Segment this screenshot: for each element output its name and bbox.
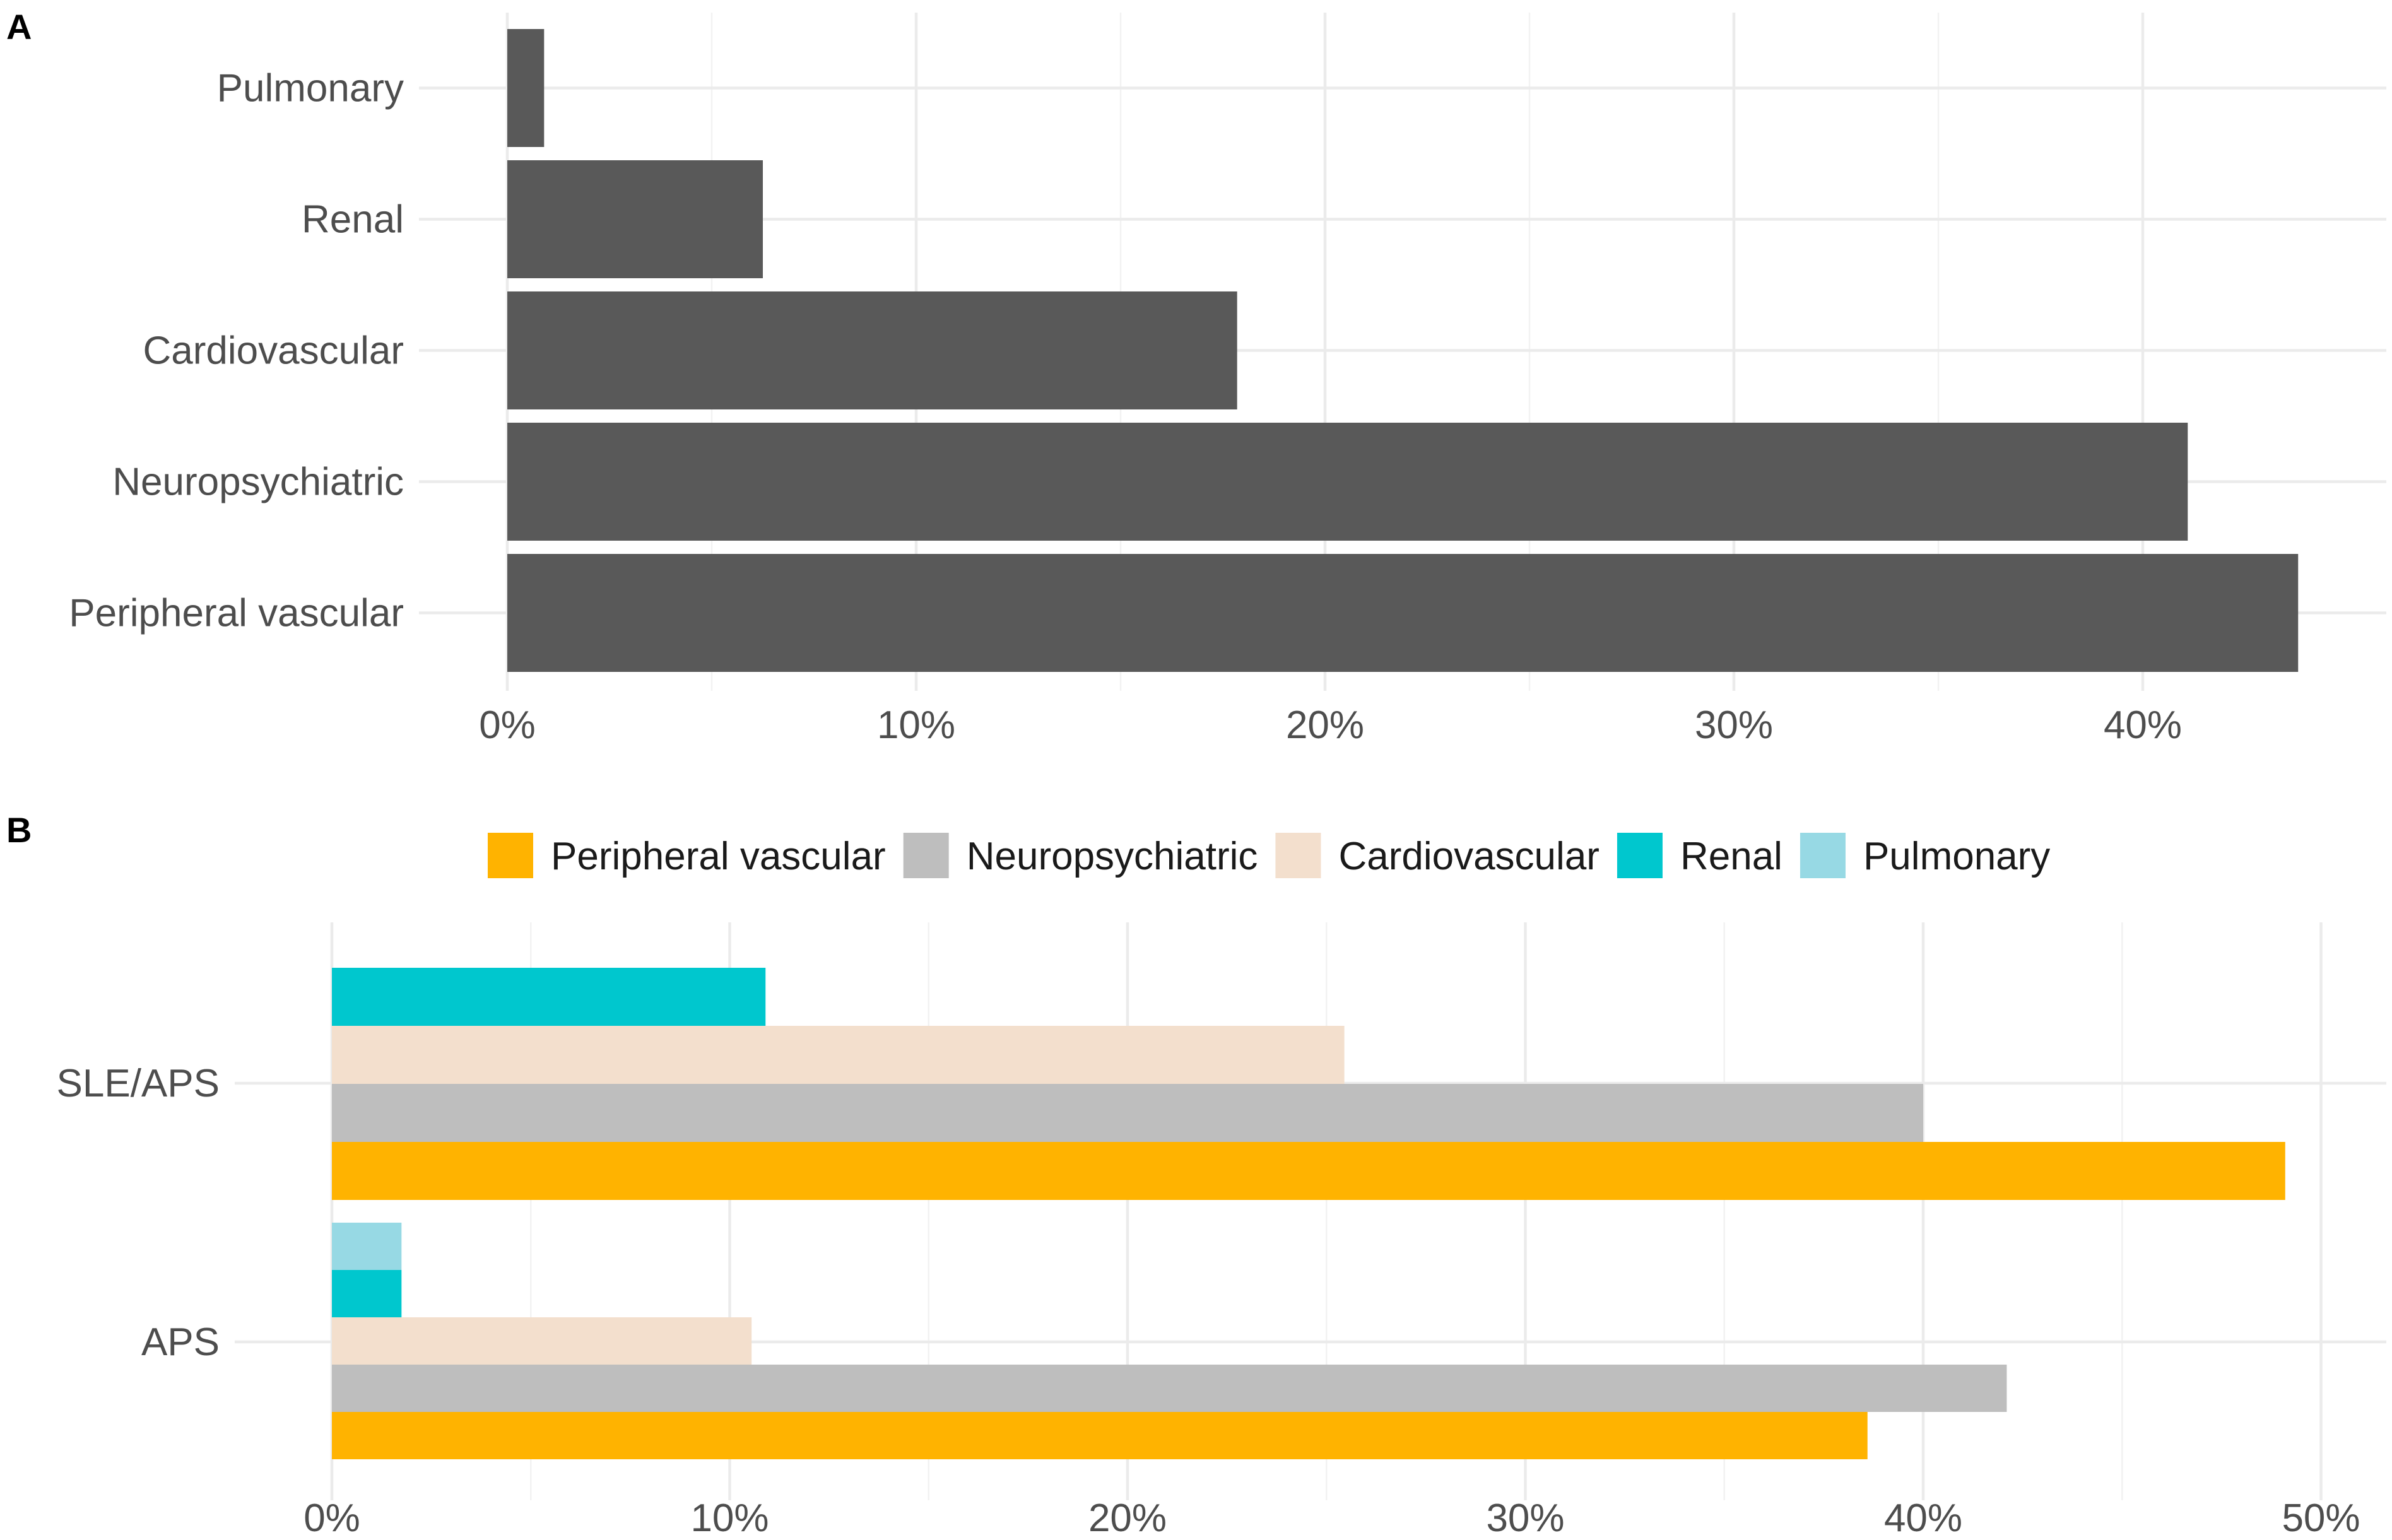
x-tick-label: 20%	[1088, 1496, 1167, 1540]
category-label-renal: Renal	[302, 198, 404, 242]
legend-swatch-pulmonary	[1800, 833, 1846, 878]
bar-sle-aps-neuropsychiatric	[332, 1084, 1923, 1142]
bar-pulmonary	[507, 29, 545, 147]
legend-swatch-renal	[1617, 833, 1663, 878]
panel-b-bars	[332, 968, 2285, 1459]
category-label-pulmonary: Pulmonary	[217, 67, 404, 110]
bar-aps-pulmonary	[332, 1223, 402, 1270]
panel-a-letter: A	[6, 7, 32, 47]
category-label-peripheral-vascular: Peripheral vascular	[69, 592, 404, 635]
panel-b-letter: B	[6, 810, 32, 850]
bar-neuropsychiatric	[507, 423, 2188, 541]
panel-b-category-labels: SLE/APS APS	[57, 1062, 220, 1364]
bar-cardiovascular	[507, 291, 1237, 409]
bar-aps-neuropsychiatric	[332, 1365, 2007, 1412]
bar-sle-aps-peripheral-vascular	[332, 1142, 2285, 1200]
legend-item-peripheral-vascular: Peripheral vascular	[488, 833, 886, 878]
legend-label-peripheral-vascular: Peripheral vascular	[551, 835, 886, 878]
bar-peripheral-vascular	[507, 554, 2299, 672]
bar-aps-peripheral-vascular	[332, 1412, 1868, 1459]
bar-sle-aps-cardiovascular	[332, 1026, 1345, 1084]
legend-item-renal: Renal	[1617, 833, 1782, 878]
legend-swatch-neuropsychiatric	[903, 833, 949, 878]
x-tick-label: 10%	[877, 703, 955, 747]
category-label-neuropsychiatric: Neuropsychiatric	[112, 461, 404, 504]
bar-aps-renal	[332, 1270, 402, 1317]
legend-label-cardiovascular: Cardiovascular	[1338, 835, 1600, 878]
legend-label-pulmonary: Pulmonary	[1863, 835, 2050, 878]
x-tick-label: 10%	[690, 1496, 769, 1540]
legend-item-neuropsychiatric: Neuropsychiatric	[903, 833, 1258, 878]
bar-renal	[507, 160, 763, 278]
legend-item-cardiovascular: Cardiovascular	[1275, 833, 1600, 878]
panel-a-bars	[507, 29, 2299, 672]
legend-swatch-cardiovascular	[1275, 833, 1321, 878]
x-tick-label: 50%	[2282, 1496, 2360, 1540]
panel-a: A Pulmonary Renal Cardiovascular Neuropsych…	[6, 7, 2386, 747]
x-tick-label: 30%	[1695, 703, 1773, 747]
bar-sle-aps-renal	[332, 968, 766, 1026]
panel-a-category-labels: Pulmonary Renal Cardiovascular Neuropsychia…	[69, 67, 404, 635]
category-label-sle-aps: SLE/APS	[57, 1062, 220, 1105]
category-label-aps: APS	[141, 1320, 220, 1364]
category-label-cardiovascular: Cardiovascular	[143, 329, 404, 373]
panel-b-x-tick-labels: 0% 10% 20% 30% 40% 50%	[303, 1496, 2360, 1540]
panel-b: B Peripheral vascular Neuropsychiatric Car…	[6, 810, 2386, 1540]
legend-label-renal: Renal	[1680, 835, 1782, 878]
x-tick-label: 0%	[303, 1496, 360, 1540]
panel-a-x-tick-labels: 0% 10% 20% 30% 40%	[479, 703, 2182, 747]
x-tick-label: 30%	[1486, 1496, 1564, 1540]
x-tick-label: 20%	[1286, 703, 1364, 747]
x-tick-label: 0%	[479, 703, 536, 747]
bar-aps-cardiovascular	[332, 1317, 752, 1365]
x-tick-label: 40%	[2104, 703, 2182, 747]
legend-swatch-peripheral-vascular	[488, 833, 533, 878]
panel-b-legend: Peripheral vascular Neuropsychiatric Cardi…	[488, 833, 2050, 878]
x-tick-label: 40%	[1884, 1496, 1962, 1540]
legend-item-pulmonary: Pulmonary	[1800, 833, 2050, 878]
legend-label-neuropsychiatric: Neuropsychiatric	[967, 835, 1258, 878]
